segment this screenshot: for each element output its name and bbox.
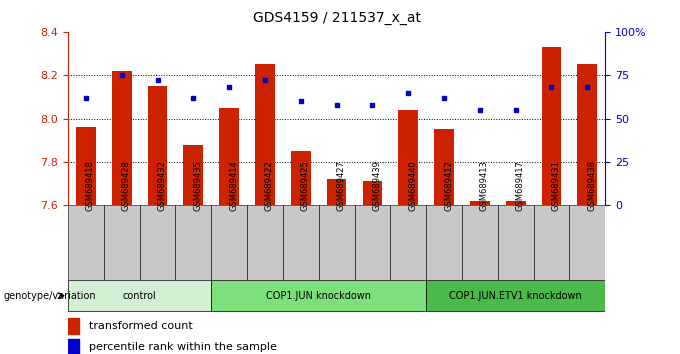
Text: transformed count: transformed count [90, 321, 193, 331]
Text: GSM689413: GSM689413 [480, 160, 489, 211]
Text: GSM689422: GSM689422 [265, 160, 274, 211]
Bar [283, 205, 319, 280]
Bar [211, 280, 426, 311]
Text: COP1.JUN.ETV1 knockdown: COP1.JUN.ETV1 knockdown [449, 291, 582, 301]
Bar [398, 110, 418, 205]
Text: GSM689440: GSM689440 [408, 160, 418, 211]
Bar [220, 108, 239, 205]
Bar [247, 205, 283, 280]
Bar [68, 280, 211, 311]
Bar [470, 201, 490, 205]
Text: control: control [123, 291, 156, 301]
Text: GSM689439: GSM689439 [373, 160, 381, 211]
Text: percentile rank within the sample: percentile rank within the sample [90, 342, 277, 352]
Bar [211, 205, 247, 280]
Text: GSM689417: GSM689417 [515, 160, 525, 211]
Bar [542, 47, 561, 205]
Text: GSM689418: GSM689418 [86, 160, 95, 211]
Bar [462, 205, 498, 280]
Bar [498, 205, 534, 280]
Bar [112, 71, 131, 205]
Text: GSM689431: GSM689431 [551, 160, 560, 211]
Bar [426, 205, 462, 280]
Text: genotype/variation: genotype/variation [3, 291, 96, 301]
Bar [319, 205, 354, 280]
Bar [426, 280, 605, 311]
Bar [569, 205, 605, 280]
Text: GSM689427: GSM689427 [337, 160, 345, 211]
Text: GSM689432: GSM689432 [158, 160, 167, 211]
Bar [534, 205, 569, 280]
Text: GSM689438: GSM689438 [588, 160, 596, 211]
Text: GSM689425: GSM689425 [301, 160, 310, 211]
Bar [148, 86, 167, 205]
Bar [327, 179, 346, 205]
Bar [291, 151, 311, 205]
Bar [435, 130, 454, 205]
Bar [506, 201, 526, 205]
Text: GSM689412: GSM689412 [444, 160, 453, 211]
Bar [68, 318, 79, 334]
Bar [354, 205, 390, 280]
Bar [139, 205, 175, 280]
Bar [76, 127, 96, 205]
Text: GSM689435: GSM689435 [193, 160, 203, 211]
Bar [104, 205, 139, 280]
Bar [68, 205, 104, 280]
Bar [175, 205, 211, 280]
Bar [68, 339, 79, 354]
Text: COP1.JUN knockdown: COP1.JUN knockdown [266, 291, 371, 301]
Bar [362, 182, 382, 205]
Bar [577, 64, 597, 205]
Bar [255, 64, 275, 205]
Text: GDS4159 / 211537_x_at: GDS4159 / 211537_x_at [252, 11, 421, 25]
Text: GSM689428: GSM689428 [122, 160, 131, 211]
Text: GSM689414: GSM689414 [229, 160, 238, 211]
Bar [184, 144, 203, 205]
Bar [390, 205, 426, 280]
